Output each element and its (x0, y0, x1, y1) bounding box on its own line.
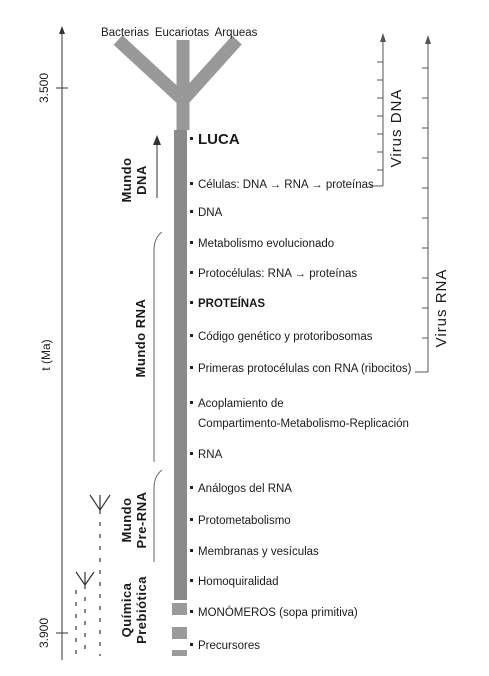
virus-dna-label: Virus DNA (388, 89, 405, 168)
era-brackets (153, 231, 163, 562)
event-label: Células: DNA → RNA → proteínas (198, 179, 374, 191)
mini-tree-prerna-icon (89, 494, 111, 656)
event-dot (190, 366, 193, 369)
trunk-dash (172, 603, 187, 615)
world-prerna-label-1: Mundo (119, 497, 134, 542)
event-label: Acoplamiento de (198, 398, 284, 410)
domain-bacterias-label: Bacterias (101, 27, 149, 39)
branch-bacterias (113, 35, 188, 105)
event-dot (190, 610, 193, 613)
world-prebiotic-label-1: Química (119, 582, 134, 637)
virus-dna-scale (370, 40, 384, 187)
virus-rna-arrowhead (425, 35, 431, 44)
domain-labels: Bacterias Eucariotas Arqueas (101, 27, 258, 39)
event-label: RNA (198, 449, 223, 461)
world-rna-label: Mundo RNA (133, 298, 148, 377)
time-axis: 3.500 3.900 t (Ma) (37, 26, 68, 660)
event-label: Protometabolismo (198, 515, 291, 527)
prerna-world-bracket (153, 469, 163, 562)
event-label: Código genético y protoribosomas (198, 331, 373, 343)
evolution-trunk (174, 130, 187, 600)
event-dot (190, 486, 193, 489)
world-dna-label-1: Mundo (119, 157, 134, 202)
trunk-dash (172, 627, 187, 639)
event-label: PROTEÍNAS (198, 297, 265, 310)
event-luca-label: LUCA (198, 131, 240, 148)
mini-tree-branch (99, 494, 111, 511)
event-dot (190, 137, 193, 140)
time-axis-bottom-tick-label: 3.900 (37, 618, 51, 648)
event-dot (190, 182, 193, 185)
dna-world-arrow-head (153, 135, 161, 145)
event-label: Compartimento-Metabolismo-Replicación (198, 418, 409, 430)
world-labels: Mundo DNA Mundo RNA Mundo Pre-RNA Químic… (119, 157, 149, 643)
event-label: Membranas y vesículas (198, 546, 319, 558)
event-label: Primeras protocélulas con RNA (ribocitos… (198, 363, 412, 375)
event-list: LUCA Células: DNA → RNA → proteínas DNA … (190, 131, 412, 652)
event-label: Análogos del RNA (198, 483, 292, 495)
world-dna-label-2: DNA (134, 165, 149, 195)
virus-rna-scale (415, 42, 429, 373)
domain-eucariotas-label: Eucariotas (155, 27, 210, 39)
world-prerna-label-2: Pre-RNA (134, 491, 149, 548)
trunk-dash (172, 650, 187, 656)
event-dot (190, 334, 193, 337)
event-dot (190, 271, 193, 274)
event-label: Protocélulas: RNA → proteínas (198, 268, 357, 280)
domain-arqueas-label: Arqueas (215, 27, 258, 39)
event-dot (190, 301, 193, 304)
event-dot (190, 579, 193, 582)
dna-world-arrow (153, 135, 161, 198)
mini-tree-branch (75, 571, 86, 586)
rna-world-bracket (153, 231, 163, 462)
time-axis-arrowhead (59, 26, 65, 34)
event-label: DNA (198, 207, 223, 219)
event-dot (190, 643, 193, 646)
virus-dna-arrowhead (380, 33, 386, 42)
mini-tree-prebiotic-icon (75, 571, 95, 656)
branch-arqueas (178, 35, 242, 105)
trunk-dashes (172, 603, 187, 656)
event-dot (190, 452, 193, 455)
event-dot (190, 241, 193, 244)
event-label: MONÓMEROS (sopa primitiva) (198, 606, 358, 619)
event-label: Homoquiralidad (198, 576, 279, 588)
event-dot (190, 210, 193, 213)
event-dot (190, 549, 193, 552)
tree-branches (113, 35, 242, 130)
mini-tree-branch (84, 571, 95, 586)
time-axis-label: t (Ma) (39, 339, 53, 370)
mini-tree-branch (89, 494, 101, 511)
event-label: Metabolismo evolucionado (198, 238, 334, 250)
event-label: Precursores (198, 640, 260, 652)
mini-trees-icon (75, 494, 111, 656)
event-dot (190, 518, 193, 521)
time-axis-top-tick-label: 3.500 (37, 73, 51, 103)
world-prebiotic-label-2: Prebiótica (134, 576, 149, 644)
event-dot (190, 401, 193, 404)
virus-rna-label: Virus RNA (433, 269, 450, 348)
